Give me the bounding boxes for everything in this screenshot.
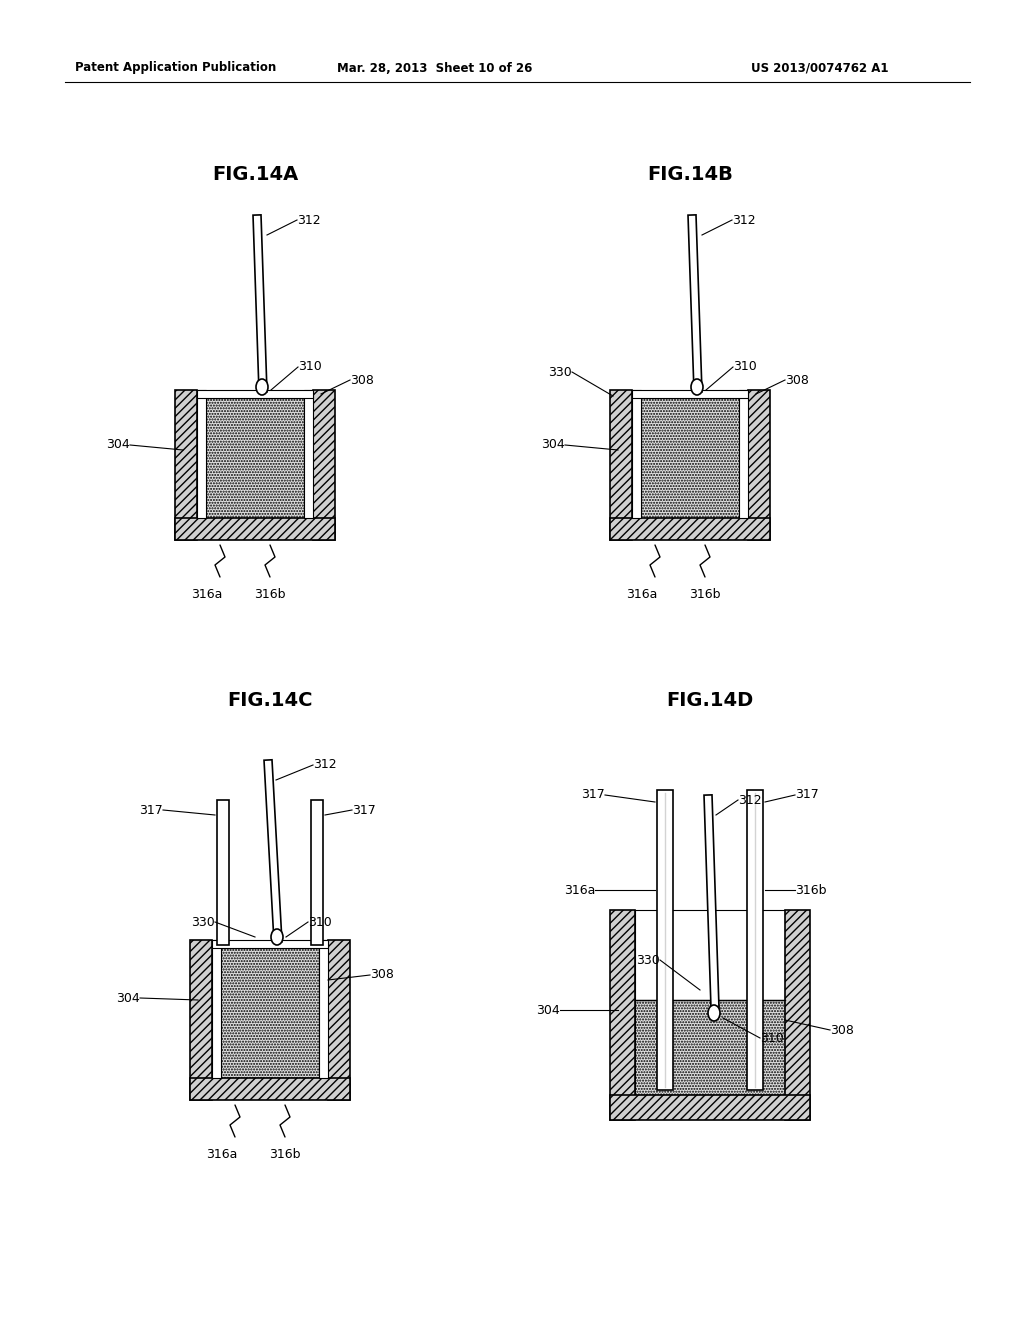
Bar — [221, 948, 319, 1078]
Bar — [190, 940, 212, 1100]
Bar — [739, 389, 748, 517]
Text: 310: 310 — [298, 360, 322, 374]
Polygon shape — [688, 215, 702, 392]
Bar — [785, 909, 810, 1119]
Text: 308: 308 — [370, 969, 394, 982]
Text: 312: 312 — [732, 214, 756, 227]
Text: 316a: 316a — [563, 883, 595, 896]
Text: FIG.14C: FIG.14C — [227, 690, 312, 710]
Bar — [190, 1078, 350, 1100]
Text: US 2013/0074762 A1: US 2013/0074762 A1 — [752, 62, 889, 74]
Bar — [641, 399, 739, 517]
Text: Mar. 28, 2013  Sheet 10 of 26: Mar. 28, 2013 Sheet 10 of 26 — [337, 62, 532, 74]
Text: 316a: 316a — [627, 587, 657, 601]
Text: 330: 330 — [636, 953, 660, 966]
Text: 304: 304 — [537, 1003, 560, 1016]
Ellipse shape — [691, 379, 703, 395]
Text: 312: 312 — [297, 214, 321, 227]
Bar — [328, 940, 350, 1100]
Bar — [197, 389, 313, 399]
Text: 312: 312 — [738, 793, 762, 807]
Text: 308: 308 — [785, 374, 809, 387]
Text: 316b: 316b — [269, 1148, 301, 1162]
Text: FIG.14D: FIG.14D — [667, 690, 754, 710]
Text: 330: 330 — [548, 366, 572, 379]
Text: 317: 317 — [795, 788, 819, 801]
Bar — [304, 389, 313, 517]
Text: 317: 317 — [582, 788, 605, 801]
Bar — [212, 940, 328, 948]
Bar — [657, 789, 673, 1090]
Bar — [748, 389, 770, 540]
Ellipse shape — [708, 1005, 720, 1020]
Bar — [212, 940, 221, 1078]
Text: 304: 304 — [542, 438, 565, 451]
Bar — [610, 389, 632, 540]
Text: FIG.14B: FIG.14B — [647, 165, 733, 185]
Text: Patent Application Publication: Patent Application Publication — [75, 62, 276, 74]
Text: 317: 317 — [352, 804, 376, 817]
Bar — [610, 1096, 810, 1119]
Text: 308: 308 — [350, 374, 374, 387]
Bar — [313, 389, 335, 540]
Text: 316b: 316b — [689, 587, 721, 601]
Bar — [635, 1001, 785, 1096]
Text: 316b: 316b — [254, 587, 286, 601]
Bar — [746, 789, 763, 1090]
Text: FIG.14A: FIG.14A — [212, 165, 298, 185]
Text: 304: 304 — [106, 438, 130, 451]
Bar — [632, 389, 748, 399]
Bar — [635, 909, 785, 1001]
Ellipse shape — [256, 379, 268, 395]
Bar — [319, 940, 328, 1078]
Bar — [175, 389, 197, 540]
Bar — [197, 389, 206, 517]
Bar — [610, 517, 770, 540]
Text: 316b: 316b — [795, 883, 826, 896]
Text: 310: 310 — [308, 916, 332, 928]
Text: 310: 310 — [760, 1031, 783, 1044]
Bar — [206, 399, 304, 517]
Bar — [175, 517, 335, 540]
Text: 330: 330 — [191, 916, 215, 928]
Polygon shape — [705, 795, 719, 1008]
Text: 304: 304 — [117, 991, 140, 1005]
Bar — [311, 800, 323, 945]
Bar — [632, 389, 641, 517]
Text: 316a: 316a — [191, 587, 222, 601]
Text: 316a: 316a — [206, 1148, 238, 1162]
Bar — [217, 800, 229, 945]
Polygon shape — [264, 760, 282, 942]
Text: 310: 310 — [733, 360, 757, 374]
Text: 317: 317 — [139, 804, 163, 817]
Text: 312: 312 — [313, 759, 337, 771]
Text: 308: 308 — [830, 1023, 854, 1036]
Bar — [610, 909, 635, 1119]
Ellipse shape — [271, 929, 283, 945]
Polygon shape — [253, 215, 267, 392]
